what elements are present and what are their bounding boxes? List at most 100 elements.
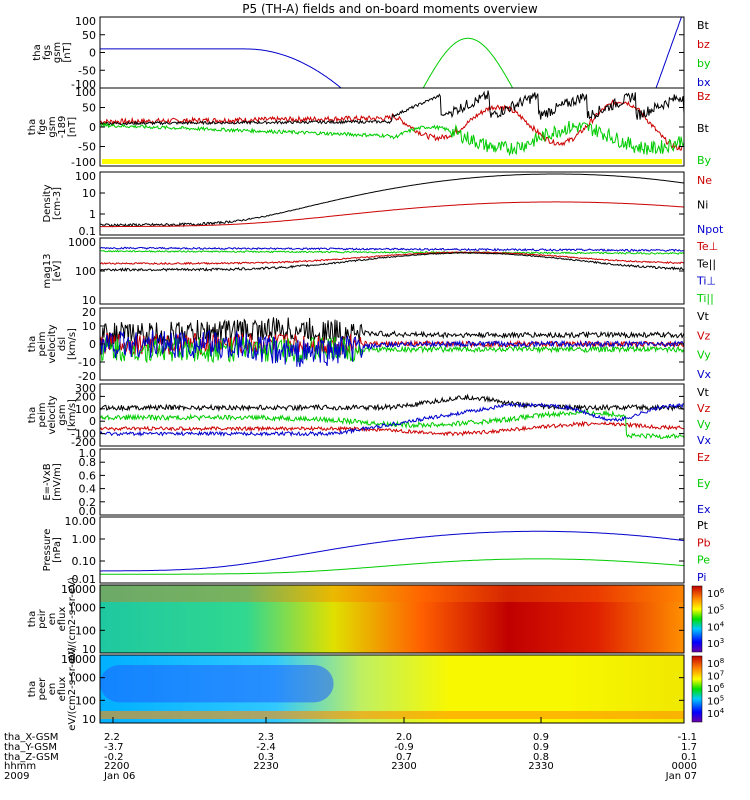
y-tick-label: 100 <box>75 170 96 183</box>
colorbar-tick-label: 104 <box>707 620 725 633</box>
y-tick-label: 0 <box>89 415 96 428</box>
series-pi <box>100 530 684 572</box>
y-tick-label: 0 <box>89 47 96 60</box>
y-axis-label-line: tha <box>27 407 38 423</box>
legend-ti⊥: Ti⊥ <box>696 275 716 288</box>
y-axis-label: Density [cm-3] <box>42 184 63 222</box>
series-te-par <box>100 252 684 273</box>
legend-pt: Pt <box>697 519 709 532</box>
series-vt <box>100 393 684 412</box>
y-tick-label: 50 <box>82 102 96 115</box>
plot-area <box>100 585 684 653</box>
legend-vx: Vx <box>697 368 712 381</box>
y-tick-label: 100 <box>75 265 96 278</box>
legend-pe: Pe <box>697 554 710 567</box>
series-vz <box>100 420 684 437</box>
legend-bt: Bt <box>697 19 710 32</box>
y-axis-label: tha peer en eflux eV/(cm2-s-sr-eV) <box>27 647 78 731</box>
y-axis-label-line: Density <box>42 184 53 222</box>
series-bx <box>100 48 342 88</box>
y-tick-label: 0.10 <box>72 555 97 568</box>
series-by <box>100 121 684 157</box>
y-tick-label: 10 <box>82 643 96 656</box>
y-tick-label: -50 <box>78 64 96 77</box>
y-tick-label: 0.4 <box>79 483 97 496</box>
legend-bx: bx <box>697 76 711 89</box>
x-tick-value: 2.2 <box>104 732 120 743</box>
plot-area <box>100 317 684 367</box>
x-tick-value: 0.9 <box>533 742 549 753</box>
y-tick-label: 0.1 <box>79 225 97 238</box>
plot-area <box>100 655 684 723</box>
y-tick-label: 0.2 <box>79 496 97 509</box>
y-axis-label-line: E=-VxB <box>42 463 53 500</box>
y-tick-label: 10000 <box>61 653 96 666</box>
y-axis-label-line: tha <box>32 44 43 60</box>
x-tick-value: -3.7 <box>104 742 124 753</box>
plot-area <box>100 173 684 228</box>
y-tick-label: 1000 <box>68 602 96 615</box>
y-axis-label-line: tha <box>27 611 38 627</box>
y-tick-label: 1000 <box>68 672 96 685</box>
legend-bz: bz <box>697 38 710 51</box>
x-tick-value: 2200 <box>104 761 129 772</box>
panel-8: 10000 1000 100 10 tha peir en eflux eV/(cm2-s-sr… <box>27 577 725 661</box>
panel-frame <box>99 654 685 724</box>
x-row-label: 2009 <box>4 771 29 782</box>
y-axis-label-line: fge <box>37 119 48 135</box>
series-vy <box>100 336 684 364</box>
x-row-label: tha_Z-GSM <box>4 752 59 763</box>
series-ne <box>100 201 684 228</box>
y-axis-label-line: velocity <box>47 395 58 434</box>
y-tick-label: 20 <box>82 306 96 319</box>
legend-ti||: Ti|| <box>696 292 714 305</box>
y-tick-label: 300 <box>75 382 96 395</box>
panel-frame <box>99 516 685 584</box>
legend-vx: Vx <box>697 434 712 447</box>
legend-vt: Vt <box>697 310 710 323</box>
series-bx-end <box>655 17 683 88</box>
y-axis-label-line: eV/(cm2-s-sr-eV) <box>67 647 78 731</box>
legend-pb: Pb <box>697 536 711 549</box>
y-axis-label-line: peim <box>37 331 48 356</box>
figure-title: P5 (TH-A) fields and on-board moments ov… <box>242 2 538 16</box>
y-axis-label-line: eflux <box>57 677 68 702</box>
x-tick-value: 1.7 <box>681 742 697 753</box>
legend-bz: Bz <box>697 90 711 103</box>
series-vt <box>100 317 684 350</box>
y-axis-label: E=-VxB [mV/m] <box>42 463 63 501</box>
y-axis-label-line: [cm-3] <box>52 187 63 220</box>
colorbar-tick-label: 106 <box>707 587 725 600</box>
y-axis-label: Pressure [nPa] <box>42 529 63 572</box>
x-tick-value: 2330 <box>528 761 553 772</box>
y-tick-label: 1 <box>89 208 96 221</box>
colorbar-tick-label: 107 <box>707 670 724 683</box>
y-tick-label: 100 <box>75 86 96 99</box>
x-tick-value: 2230 <box>253 761 278 772</box>
series-te-perp <box>100 251 684 266</box>
y-tick-label: 1.00 <box>72 533 97 546</box>
colorbar-tick-label: 105 <box>707 695 724 708</box>
x-tick-value: 0000 <box>672 761 697 772</box>
y-axis-label-line: velocity <box>47 324 58 363</box>
y-tick-label: 100 <box>75 694 96 707</box>
y-axis-label-line: [nT] <box>62 42 73 62</box>
y-axis-label-line: gsm <box>52 42 63 63</box>
series-ti-par <box>100 249 684 255</box>
series-ti-perp <box>100 246 684 253</box>
legend-ey: Ey <box>697 477 711 490</box>
panel-frame <box>99 584 685 654</box>
x-tick-value: 2.3 <box>258 732 274 743</box>
series-vx <box>100 402 684 438</box>
legend-te||: Te|| <box>696 257 716 270</box>
legend-vy: Vy <box>697 349 711 362</box>
y-tick-label: 50 <box>82 29 96 42</box>
y-axis-label-line: dsl <box>57 337 68 351</box>
y-tick-label: 100 <box>75 15 96 28</box>
y-tick-label: 0.01 <box>72 573 97 586</box>
y-tick-label: 10.00 <box>65 515 97 528</box>
x-tick-value: 0.3 <box>258 752 274 763</box>
y-axis-label: tha peim velocity dsl [km/s] <box>27 324 78 363</box>
